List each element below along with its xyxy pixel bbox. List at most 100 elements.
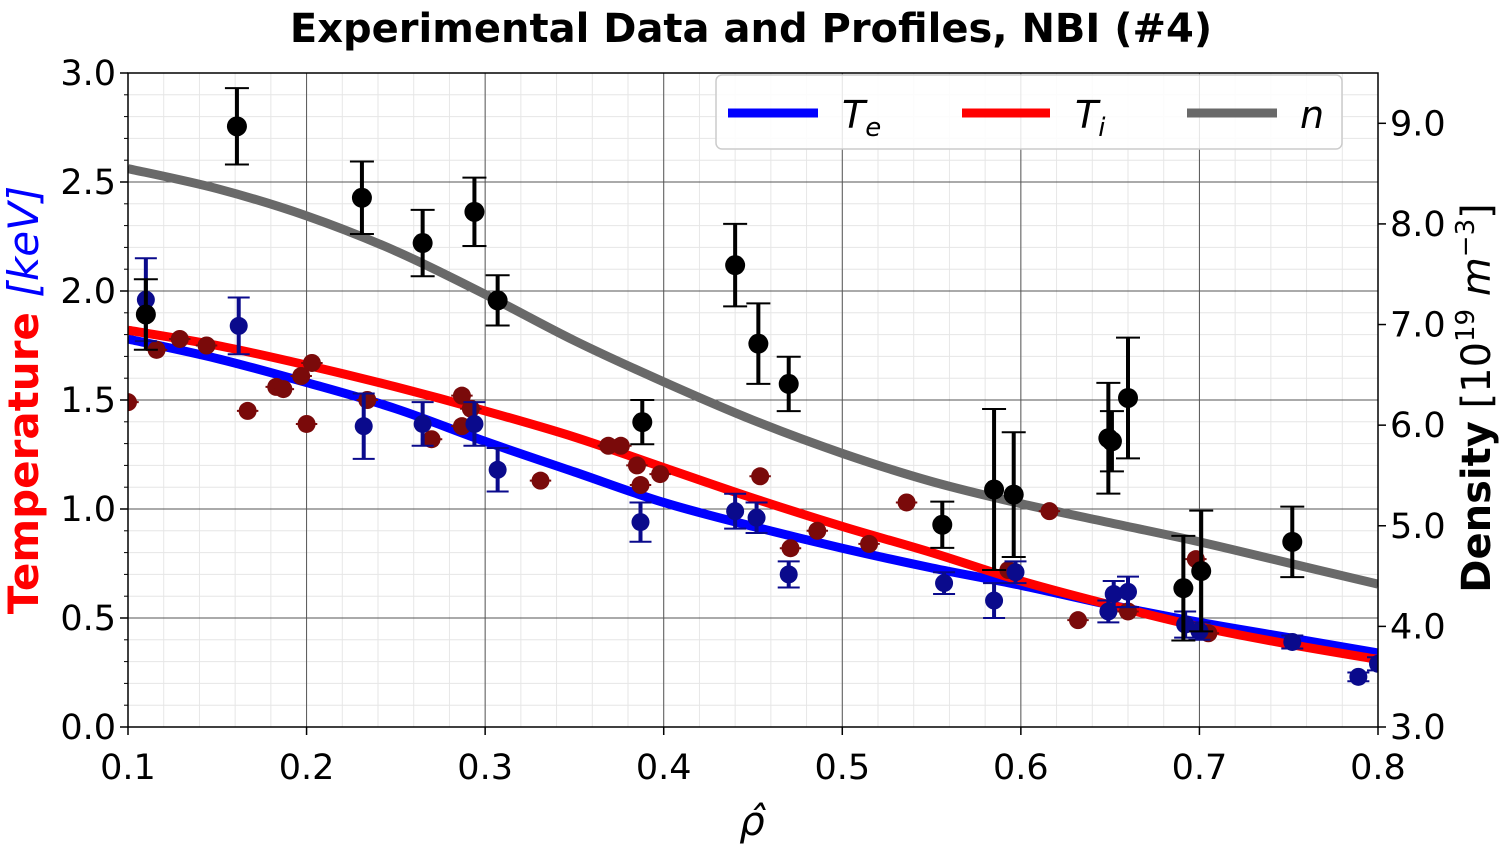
ylabel-left-word: Temperature: [0, 312, 48, 614]
n-point: [135, 304, 156, 325]
ti-point: [297, 414, 316, 433]
y-left-tick-label: 1.0: [60, 490, 116, 530]
legend-label-te-sub: e: [865, 113, 881, 143]
te-point: [1283, 632, 1302, 651]
te-point: [935, 574, 954, 593]
x-tick-label: 0.2: [279, 748, 335, 788]
ti-point: [128, 393, 137, 412]
ti-point: [751, 467, 770, 486]
ti-point: [452, 386, 471, 405]
x-tick-label: 0.1: [100, 748, 156, 788]
y-right-tick-label: 4.0: [1390, 607, 1446, 647]
ti-point: [238, 401, 257, 420]
te-point: [1006, 563, 1025, 582]
ti-point: [292, 367, 311, 386]
n-point: [1118, 387, 1138, 408]
y-left-tick-label: 1.5: [60, 381, 116, 421]
te-point: [413, 414, 432, 433]
x-axis-label: ρ̂: [739, 799, 766, 845]
ylabel-right-m: m: [1454, 257, 1500, 309]
ylabel-left-unit: [keV]: [0, 186, 48, 298]
te-point: [747, 508, 766, 527]
chart-title: Experimental Data and Profiles, NBI (#4): [290, 6, 1212, 52]
y-right-tick-label: 5.0: [1390, 507, 1446, 547]
legend-label-ti: Ti: [1075, 93, 1106, 143]
ti-point: [302, 353, 321, 372]
te-point: [1104, 585, 1123, 604]
legend-label-n: n: [1300, 93, 1324, 137]
ti-point: [531, 471, 550, 490]
x-tick-label: 0.6: [993, 748, 1049, 788]
x-tick-label: 0.3: [457, 748, 513, 788]
n-point: [487, 290, 508, 311]
n-point: [1101, 431, 1122, 452]
te-point: [726, 502, 745, 521]
ylabel-left-gap: [0, 297, 48, 312]
te-point: [1119, 582, 1137, 601]
legend: Te Ti n: [715, 74, 1343, 150]
n-point: [1003, 484, 1024, 505]
ylabel-right-gap: [1454, 408, 1500, 421]
y-right-tick-label: 8.0: [1390, 205, 1446, 245]
ti-point: [422, 430, 441, 449]
ti-point: [808, 521, 827, 540]
legend-label-ti-main: T: [1075, 93, 1101, 137]
n-point: [632, 412, 653, 433]
n-point: [226, 116, 247, 137]
n-point: [725, 255, 746, 276]
te-point: [779, 565, 798, 584]
y-right-tick-label: 9.0: [1390, 104, 1446, 144]
y-axis-label-right: Density [1019 m−3]: [1451, 203, 1500, 592]
ti-point: [274, 380, 293, 399]
y-left-tick-label: 0.0: [60, 708, 116, 748]
te-point: [631, 513, 650, 532]
ti-point: [781, 539, 800, 558]
series-line-ti: [128, 325, 1378, 664]
ti-point: [860, 534, 879, 553]
te-point: [465, 414, 484, 433]
x-tick-label: 0.8: [1350, 748, 1406, 788]
y-left-tick-label: 3.0: [60, 54, 116, 94]
te-point: [1369, 654, 1378, 673]
n-point: [984, 479, 1005, 500]
x-tick-label: 0.7: [1172, 748, 1228, 788]
y-right-tick-label: 6.0: [1390, 406, 1446, 446]
n-point: [748, 333, 769, 354]
te-point: [985, 591, 1004, 610]
x-tick-label: 0.4: [636, 748, 692, 788]
ti-point: [651, 465, 670, 484]
y-left-tick-label: 0.5: [60, 599, 116, 639]
y-left-tick-label: 2.0: [60, 272, 116, 312]
n-point: [932, 514, 953, 535]
ylabel-right-exp: 19: [1451, 309, 1481, 342]
ti-point: [1069, 611, 1087, 630]
ti-point: [599, 436, 618, 455]
ylabel-right-close: ]: [1454, 203, 1500, 219]
ti-point: [611, 436, 630, 455]
ylabel-right-word: Density: [1454, 421, 1500, 593]
y-axis-label-left: Temperature [keV]: [0, 186, 48, 614]
n-point: [1173, 578, 1194, 599]
te-point: [1349, 667, 1368, 686]
ylabel-right-mexp: −3: [1451, 219, 1481, 257]
legend-label-te-main: T: [842, 93, 868, 137]
te-point: [229, 316, 248, 335]
n-point: [1191, 561, 1212, 582]
y-right-tick-label: 7.0: [1390, 306, 1446, 346]
x-tick-label: 0.5: [814, 748, 870, 788]
n-point: [351, 187, 372, 208]
ti-point: [170, 329, 189, 348]
data-points: [128, 87, 1378, 686]
axis-ticks: 0.1 0.2 0.3 0.4 0.5 0.6 0.7 0.8 0.0 0.5 1.0 1.5 2.0 2…: [60, 54, 1445, 788]
ylabel-right-prefix: [10: [1454, 342, 1500, 409]
ti-point: [197, 336, 216, 355]
n-point: [778, 373, 799, 394]
legend-label-te: Te: [842, 93, 881, 143]
n-point: [1282, 531, 1303, 552]
ti-point: [631, 476, 650, 495]
ti-point: [897, 493, 916, 512]
n-point: [412, 233, 433, 254]
n-point: [464, 201, 485, 222]
ti-point: [1040, 502, 1059, 521]
